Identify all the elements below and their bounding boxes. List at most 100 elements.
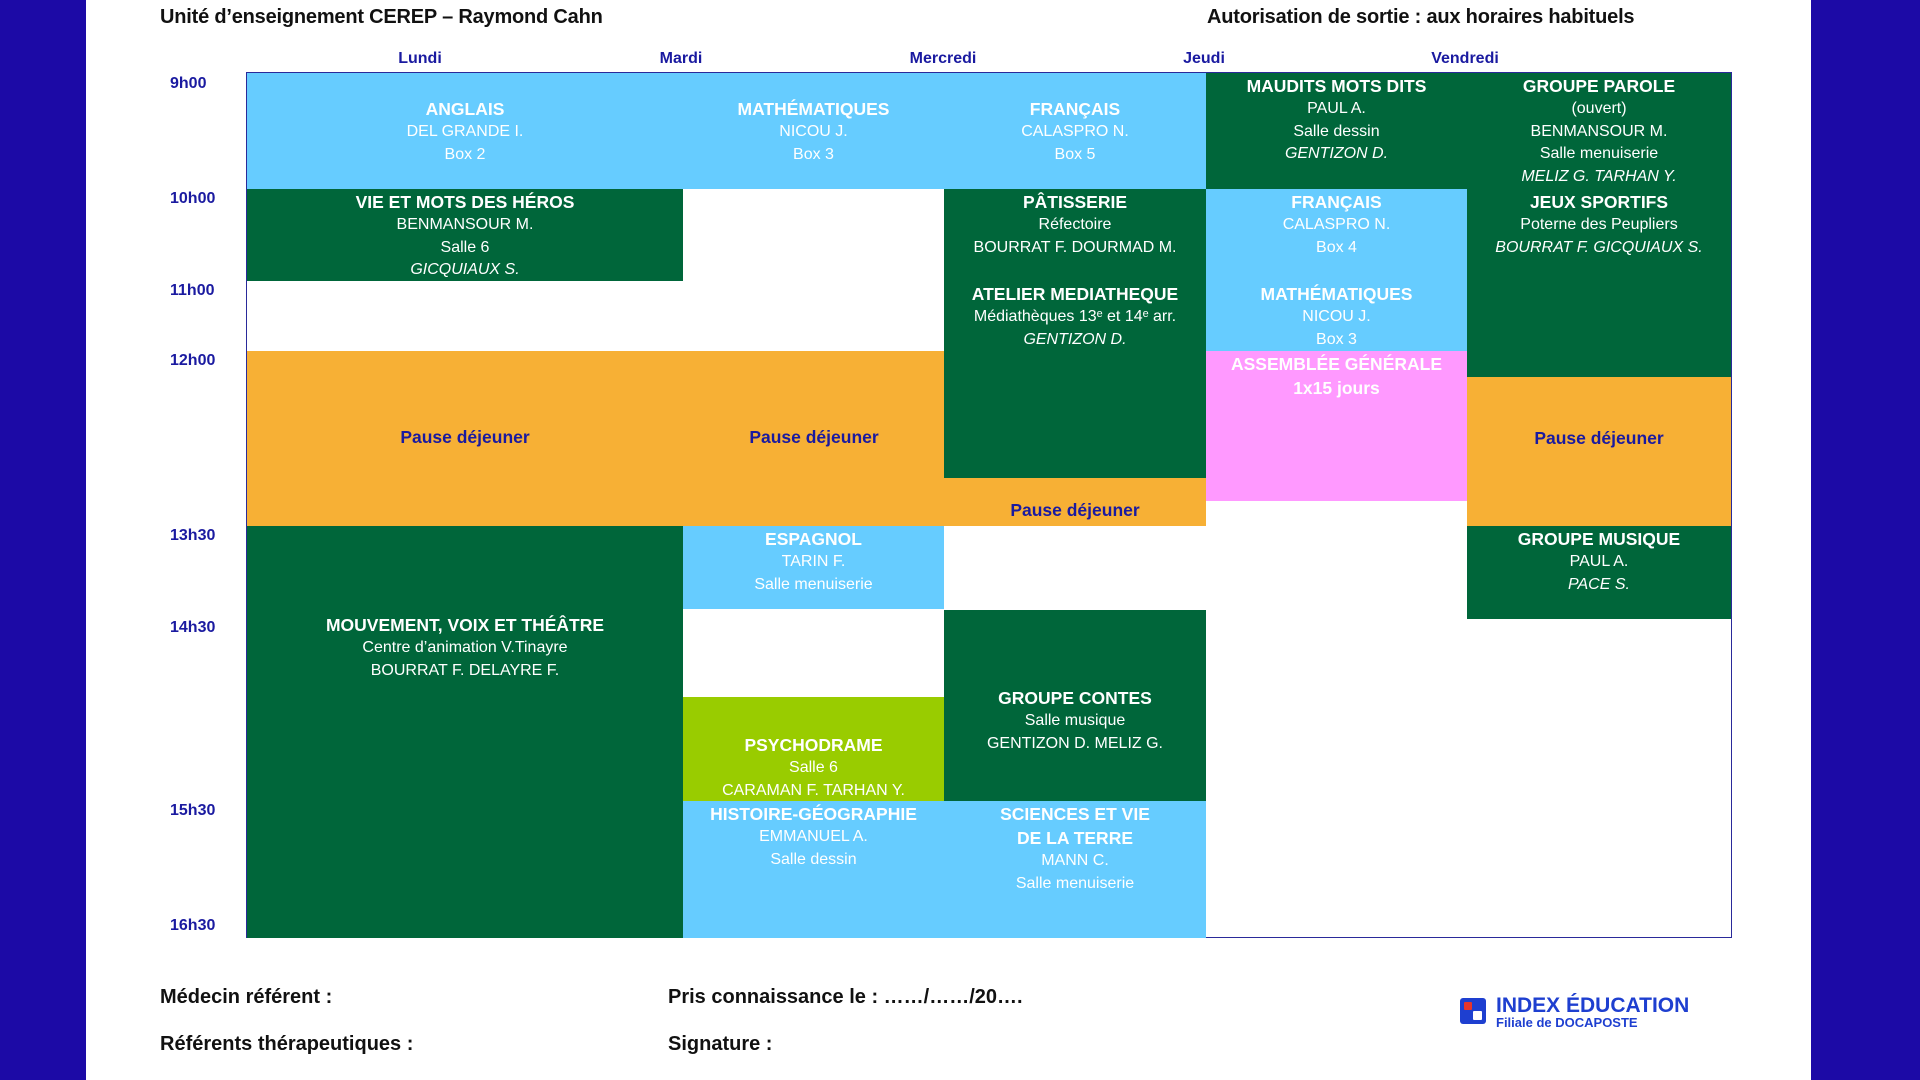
course-title: PSYCHODRAME [744,735,883,755]
course-location: Poterne des Peupliers [1520,216,1678,233]
course-block-sciences-vie-terre: SCIENCES ET VIE DE LA TERRE MANN C. Sall… [944,801,1206,938]
doctor-label: Médecin référent : [160,986,333,1008]
course-room: Salle menuiserie [1015,874,1135,892]
course-title: JEUX SPORTIFS [1529,192,1669,212]
course-block-patisserie: PÂTISSERIE Réfectoire BOURRAT F. DOURMAD… [944,189,1206,281]
course-location: Médiathèques 13ᵉ et 14ᵉ arr. [973,308,1177,325]
course-title: GROUPE PAROLE [1522,76,1676,96]
course-staff: GENTIZON D. [1284,145,1389,162]
time-label: 9h00 [170,75,207,92]
time-label: 10h00 [170,190,216,207]
lunch-break-lundi: Pause déjeuner [247,351,683,526]
course-title: ATELIER MEDIATHEQUE [971,284,1179,304]
course-block-mathematiques-jeudi: MATHÉMATIQUES NICOU J. Box 3 [1206,281,1467,351]
course-block-anglais: ANGLAIS DEL GRANDE I. Box 2 [247,73,683,189]
lunch-break-vendredi: Pause déjeuner [1467,377,1731,526]
course-title-line-2: DE LA TERRE [1016,828,1134,848]
course-title: PÂTISSERIE [1022,192,1128,212]
course-frequency: 1x15 jours [1293,378,1380,398]
course-location: Centre d’animation V.Tinayre [362,639,568,656]
course-block-groupe-musique: GROUPE MUSIQUE PAUL A. PACE S. [1467,526,1731,619]
course-staff: GENTIZON D. MELIZ G. [986,734,1163,752]
course-room: Salle menuiserie [754,575,873,593]
course-title: FRANÇAIS [1291,192,1382,212]
time-label: 16h30 [170,917,216,934]
course-room: Box 3 [793,145,834,163]
course-title: ANGLAIS [425,99,505,119]
day-header-mercredi: Mercredi [909,50,977,67]
course-room: Réfectoire [1038,216,1112,233]
course-block-histoire-geographie: HISTOIRE-GÉOGRAPHIE EMMANUEL A. Salle de… [683,801,944,938]
course-block-francais-jeudi: FRANÇAIS CALASPRO N. Box 4 [1206,189,1467,281]
time-label: 13h30 [170,527,216,544]
course-room: Box 5 [1054,145,1096,163]
course-block-groupe-parole: GROUPE PAROLE (ouvert) BENMANSOUR M. Sal… [1467,73,1731,189]
lunch-break-mardi: Pause déjeuner [683,351,945,526]
day-header-jeudi: Jeudi [1183,50,1225,67]
schedule-grid: ANGLAIS DEL GRANDE I. Box 2 VIE ET MOTS … [246,72,1732,938]
course-block-atelier-mediatheque: ATELIER MEDIATHEQUE Médiathèques 13ᵉ et … [944,281,1206,478]
course-block-francais-mercredi: FRANÇAIS CALASPRO N. Box 5 [944,73,1206,189]
course-title: GROUPE MUSIQUE [1517,529,1681,549]
course-staff: GENTIZON D. [1023,330,1127,348]
lunch-break-label: Pause déjeuner [749,427,879,447]
course-teacher: MANN C. [1041,852,1109,869]
course-room: Salle musique [1024,712,1126,729]
lunch-break-mercredi: Pause déjeuner [944,478,1206,526]
course-teacher: DEL GRANDE I. [406,123,524,140]
timetable-page: Unité d’enseignement CEREP – Raymond Cah… [86,0,1811,1080]
course-room: Box 2 [444,145,486,163]
course-room: Salle 6 [440,238,490,256]
day-header-mardi: Mardi [659,50,703,67]
course-block-jeux-sportifs: JEUX SPORTIFS Poterne des Peupliers BOUR… [1467,189,1731,377]
course-room: Box 3 [1316,330,1357,348]
course-title: ASSEMBLÉE GÉNÉRALE [1231,354,1442,374]
course-block-vie-et-mots-des-heros: VIE ET MOTS DES HÉROS BENMANSOUR M. Sall… [247,189,683,281]
course-block-assemblee-generale: ASSEMBLÉE GÉNÉRALE 1x15 jours [1206,351,1467,501]
course-room: Salle dessin [770,850,857,868]
course-staff: MELIZ G. TARHAN Y. [1521,167,1677,185]
index-education-logo-icon [1460,998,1486,1024]
course-title: GROUPE CONTES [998,688,1152,708]
course-title: FRANÇAIS [1029,99,1121,119]
course-note: (ouvert) [1571,100,1627,117]
course-room: Salle 6 [789,759,838,776]
course-staff: BOURRAT F. GICQUIAUX S. [1495,238,1703,256]
course-title: VIE ET MOTS DES HÉROS [355,192,575,212]
lunch-break-label: Pause déjeuner [400,427,530,447]
course-title: ESPAGNOL [765,529,862,549]
course-title: MOUVEMENT, VOIX ET THÉÂTRE [325,615,605,635]
course-block-groupe-contes: GROUPE CONTES Salle musique GENTIZON D. … [944,610,1206,801]
course-block-espagnol: ESPAGNOL TARIN F. Salle menuiserie [683,526,944,609]
course-teacher: BENMANSOUR M. [1530,122,1668,140]
course-staff: BOURRAT F. DELAYRE F. [370,661,560,679]
course-staff: PACE S. [1568,575,1630,593]
course-block-mouvement-voix-theatre: MOUVEMENT, VOIX ET THÉÂTRE Centre d’anim… [247,526,683,938]
course-title: HISTOIRE-GÉOGRAPHIE [710,804,917,824]
index-education-logo: INDEX ÉDUCATION Filiale de DOCAPOSTE [1460,994,1720,1030]
course-title: MATHÉMATIQUES [737,99,890,119]
course-teacher: CALASPRO N. [1282,216,1391,233]
lunch-break-label: Pause déjeuner [1010,500,1140,520]
course-teacher: NICOU J. [779,123,848,140]
course-block-psychodrame: PSYCHODRAME Salle 6 CARAMAN F. TARHAN Y. [683,697,944,801]
time-label: 12h00 [170,352,216,369]
time-label: 11h00 [170,282,215,299]
course-staff: BOURRAT F. DOURMAD M. [973,238,1177,256]
acknowledged-date-field: Pris connaissance le : ……/……/20…. [668,986,1023,1008]
course-staff: GICQUIAUX S. [410,261,520,278]
unit-title: Unité d’enseignement CEREP – Raymond Cah… [160,6,603,28]
course-teacher: PAUL A. [1307,100,1366,117]
signature-label: Signature : [668,1033,773,1055]
course-teacher: NICOU J. [1302,308,1371,325]
course-title: SCIENCES ET VIE [1000,804,1150,824]
course-teacher: PAUL A. [1569,553,1629,570]
logo-name: INDEX ÉDUCATION [1496,994,1690,1017]
course-teacher: CALASPRO N. [1021,123,1129,140]
course-staff: CARAMAN F. TARHAN Y. [722,781,905,799]
course-room: Salle dessin [1293,122,1380,140]
course-teacher: BENMANSOUR M. [396,216,534,233]
exit-authorization: Autorisation de sortie : aux horaires ha… [1207,6,1635,28]
course-room: Salle menuiserie [1539,145,1659,162]
course-block-maudits-mots-dits: MAUDITS MOTS DITS PAUL A. Salle dessin G… [1206,73,1467,189]
